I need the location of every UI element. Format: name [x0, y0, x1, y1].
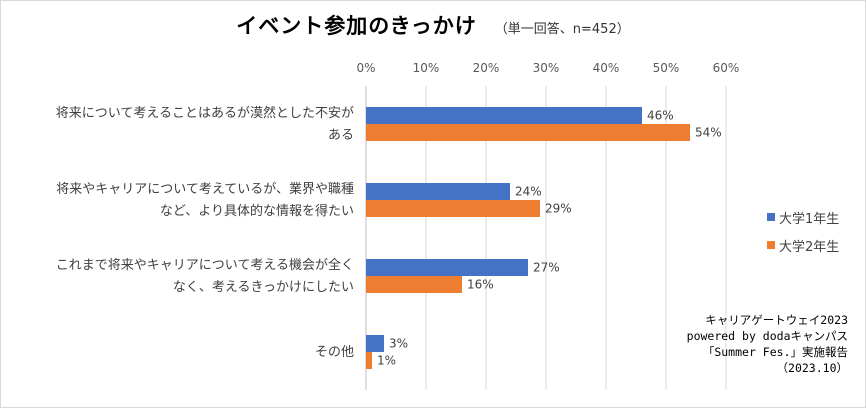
source-line: 「Summer Fes.」実施報告 [702, 345, 848, 359]
source-note: キャリアゲートウェイ2023 powered by dodaキャンパス 「Sum… [687, 312, 848, 376]
category-label: なく、考えるきっかけにしたい [173, 280, 354, 295]
x-tick-label: 20% [473, 61, 500, 75]
x-tick-label: 10% [413, 61, 440, 75]
bar-series-2 [366, 124, 690, 141]
legend-label-series-2: 大学2年生 [779, 239, 840, 255]
data-label: 29% [545, 202, 572, 216]
x-tick-label: 40% [593, 61, 620, 75]
data-label: 46% [647, 109, 674, 123]
bar-series-2 [366, 276, 462, 293]
chart-title-row: イベント参加のきっかけ （単一回答、n=452） [0, 10, 866, 40]
source-line: キャリアゲートウェイ2023 [705, 313, 848, 327]
legend-label-series-1: 大学1年生 [779, 211, 840, 227]
legend-item-series-2: 大学2年生 [767, 231, 839, 259]
x-tick-label: 50% [653, 61, 680, 75]
bar-series-1 [366, 259, 528, 276]
bar-series-2 [366, 200, 540, 217]
source-line: powered by dodaキャンパス [686, 329, 848, 343]
data-label: 24% [515, 185, 542, 199]
bar-series-1 [366, 183, 510, 200]
bar-series-1 [366, 107, 642, 124]
category-label: など、より具体的な情報を得たい [160, 203, 354, 219]
source-line: （2023.10） [776, 361, 848, 375]
category-label: これまで将来やキャリアについて考える機会が全く [56, 257, 354, 273]
category-label: 将来について考えることはあるが漠然とした不安が [56, 105, 354, 121]
x-tick-label: 60% [713, 61, 740, 75]
data-label: 3% [389, 337, 408, 351]
data-label: 54% [695, 126, 722, 140]
x-tick-label: 0% [356, 61, 375, 75]
legend-swatch-series-2 [767, 241, 775, 249]
legend: 大学1年生 大学2年生 [767, 203, 839, 259]
legend-swatch-series-1 [767, 213, 775, 221]
category-label: その他 [315, 345, 354, 360]
data-label: 16% [467, 278, 494, 292]
chart-subtitle: （単一回答、n=452） [494, 22, 630, 37]
bar-series-2 [366, 352, 372, 369]
category-label: ある [328, 128, 354, 143]
x-tick-label: 30% [533, 61, 560, 75]
data-label: 27% [533, 261, 560, 275]
data-label: 1% [377, 354, 396, 368]
category-label: 将来やキャリアについて考えているが、業界や職種 [56, 181, 354, 197]
legend-item-series-1: 大学1年生 [767, 203, 839, 231]
chart-title: イベント参加のきっかけ [236, 14, 477, 38]
bar-series-1 [366, 335, 384, 352]
